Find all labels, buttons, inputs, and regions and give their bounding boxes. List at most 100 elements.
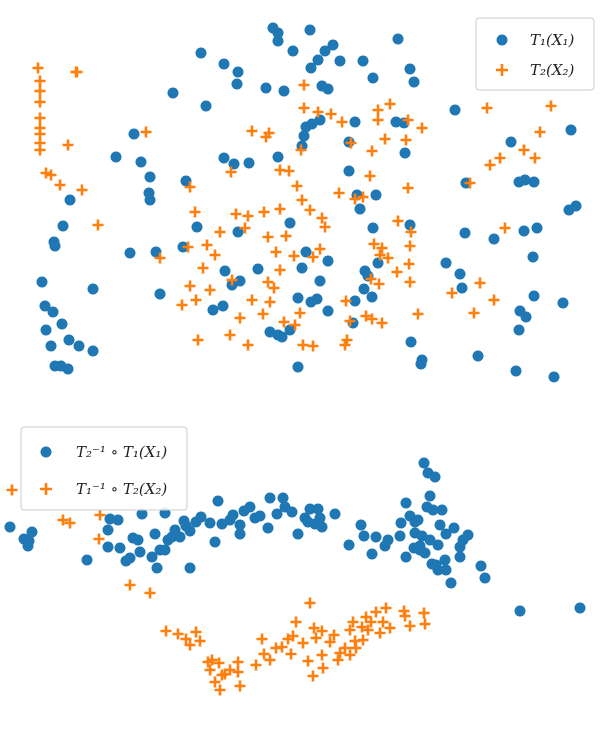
bottom-series-1-point-1 <box>4 521 16 533</box>
top-series-2-point-12 <box>62 139 74 151</box>
bottom-series-2-point-44 <box>328 629 340 641</box>
top-series-2-point-71 <box>289 319 301 331</box>
top-series-2-point-93 <box>209 249 221 261</box>
top-series-1-point-11 <box>232 66 244 78</box>
top-series-2-point-36 <box>336 116 348 128</box>
top-series-2-point-110 <box>518 144 530 156</box>
bottom-series-1-point-10 <box>102 541 114 553</box>
bottom-series-1-point-21 <box>151 562 163 574</box>
bottom-series-1-point-51 <box>292 528 304 540</box>
top-series-1-point-31 <box>144 194 156 206</box>
top-series-1-point-24 <box>167 87 179 99</box>
top-series-1-point-16 <box>312 54 324 66</box>
top-series-2-point-15 <box>54 179 66 191</box>
top-series-1-point-102 <box>219 265 231 277</box>
bottom-series-2-point-60 <box>377 616 389 628</box>
bottom-series-1-point-94 <box>430 559 442 571</box>
top-series-1-point-33 <box>218 152 230 164</box>
top-series-2-point-76 <box>268 282 280 294</box>
bottom-series-2-point-45 <box>332 654 344 666</box>
bottom-series-1-point-48 <box>277 492 289 504</box>
bottom-series-2-point-54 <box>357 634 369 646</box>
bottom-series-1-point-66 <box>382 534 394 546</box>
top-series-1-point-122 <box>311 293 323 305</box>
top-series-2-point-51 <box>405 226 417 238</box>
bottom-series-2-point-23 <box>232 666 244 678</box>
top-series-1-point-47 <box>367 222 379 234</box>
top-series-1-point-67 <box>440 257 452 269</box>
top-series-1-point-69 <box>456 282 468 294</box>
top-series-1-point-76 <box>510 365 522 377</box>
bottom-series-1-point-71 <box>395 517 407 529</box>
top-series-2-point-19 <box>184 181 196 193</box>
top-series-2-point-5 <box>34 112 46 124</box>
bottom-series-2-point-53 <box>356 621 368 633</box>
top-series-1-point-71 <box>557 297 569 309</box>
bottom-legend-circle-marker <box>40 446 52 458</box>
bottom-series-1-point-6 <box>81 554 93 566</box>
top-legend-circle-marker <box>496 34 508 46</box>
top-series-1-point-79 <box>415 358 427 370</box>
bottom-series-2-point-56 <box>362 624 374 636</box>
bottom-series-1-point-40 <box>234 519 246 531</box>
top-series-1-point-129 <box>284 324 296 336</box>
top-series-2-point-39 <box>349 193 361 205</box>
bottom-series-1-point-34 <box>204 517 216 529</box>
bottom-series-1-point-76 <box>424 490 436 502</box>
top-series-2-point-113 <box>545 100 557 112</box>
top-series-1-point-36 <box>272 151 284 163</box>
top-series-2-point-60 <box>373 278 385 290</box>
top-series-1-point-37 <box>298 130 310 142</box>
bottom-series-2-point-17 <box>213 657 225 669</box>
top-series-2-point-81 <box>314 243 326 255</box>
top-series-2-point-18 <box>140 126 152 138</box>
bottom-series-1-point-54 <box>304 503 316 515</box>
top-series-2-point-105 <box>262 231 274 243</box>
bottom-series-1-point-32 <box>195 511 207 523</box>
top-series-1-point-120 <box>292 292 304 304</box>
top-series-2-point-24 <box>197 262 209 274</box>
bottom-series-1-point-78 <box>412 514 424 526</box>
top-series-1-point-3 <box>304 24 316 36</box>
top-series-1-point-54 <box>565 124 577 136</box>
top-series-2-point-100 <box>242 339 254 351</box>
bottom-series-1-point-101 <box>514 605 526 617</box>
bottom-series-1-point-64 <box>366 548 378 560</box>
top-series-2-point-49 <box>416 122 428 134</box>
top-series-2-point-85 <box>291 180 303 192</box>
top-series-2 <box>32 62 557 352</box>
top-series-2-point-79 <box>288 250 300 262</box>
top-series-1-point-46 <box>354 203 366 215</box>
top-series-1-point-21 <box>408 76 420 88</box>
top-series-2-point-75 <box>264 296 276 308</box>
top-series-2-point-21 <box>154 252 166 264</box>
top-series-2-point-11 <box>71 66 83 78</box>
bottom-series-2-point-11 <box>184 639 196 651</box>
top-series-1-point-87 <box>39 300 51 312</box>
bottom-series-2-point-35 <box>287 630 299 642</box>
top-series-2-point-97 <box>176 299 188 311</box>
top-series-2-point-64 <box>341 334 353 346</box>
top-series-1-point-117 <box>207 304 219 316</box>
bottom-series-2-point-68 <box>307 670 319 682</box>
bottom-series-2-point-34 <box>290 616 302 628</box>
top-series-2-point-104 <box>280 230 292 242</box>
bottom-series-2-point-9 <box>172 628 184 640</box>
bottom-series-2-point-40 <box>316 625 328 637</box>
top-series-1-point-123 <box>322 305 334 317</box>
bottom-series-1 <box>4 457 586 617</box>
top-series-2-point-48 <box>400 134 412 146</box>
top-series-2-point-44 <box>372 104 384 116</box>
bottom-series-1-point-93 <box>445 577 457 589</box>
top-series-2-point-52 <box>392 215 404 227</box>
bottom-series-1-point-63 <box>370 531 382 543</box>
top-series-2-point-101 <box>224 329 236 341</box>
top-series-1-point-85 <box>36 276 48 288</box>
top-series-2-point-108 <box>484 159 496 171</box>
bottom-series-2-point-67 <box>419 618 431 630</box>
bottom-series-1-point-30 <box>180 520 192 532</box>
bottom-series-2-point-57 <box>365 616 377 628</box>
top-series-2-point-106 <box>270 246 282 258</box>
bottom-series-1-point-8 <box>104 513 116 525</box>
top-series-2-point-43 <box>379 133 391 145</box>
